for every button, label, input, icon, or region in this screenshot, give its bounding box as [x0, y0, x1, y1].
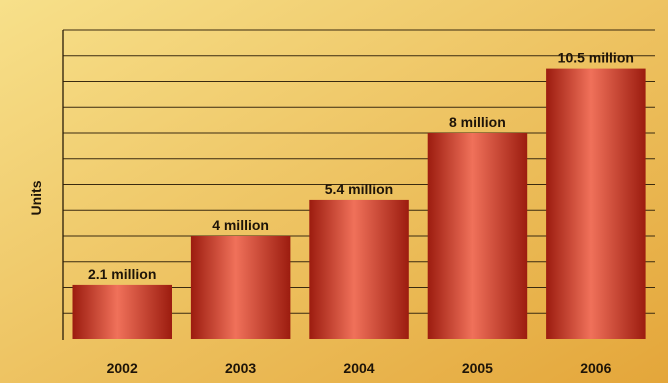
x-tick-label-2004: 2004 — [343, 360, 374, 376]
data-label-2005: 8 million — [449, 114, 506, 130]
x-tick-label-2005: 2005 — [462, 360, 493, 376]
x-tick-label-2003: 2003 — [225, 360, 256, 376]
data-label-2006: 10.5 million — [558, 50, 634, 66]
bar-2002 — [72, 284, 172, 339]
x-tick-label-2002: 2002 — [107, 360, 138, 376]
bar-2004 — [309, 199, 409, 339]
bars — [72, 68, 646, 339]
bar-2005 — [427, 133, 528, 339]
data-labels: 2.1 million 4 million 5.4 million 8 million… — [88, 50, 634, 282]
data-label-2004: 5.4 million — [325, 181, 393, 197]
data-label-2003: 4 million — [212, 217, 269, 233]
bar-2006 — [546, 68, 646, 339]
bar-2003 — [190, 236, 291, 339]
x-tick-label-2006: 2006 — [580, 360, 611, 376]
data-label-2002: 2.1 million — [88, 266, 156, 282]
y-axis-label: Units — [28, 180, 44, 215]
x-tick-labels: 2002 2003 2004 2005 2006 — [107, 360, 612, 376]
